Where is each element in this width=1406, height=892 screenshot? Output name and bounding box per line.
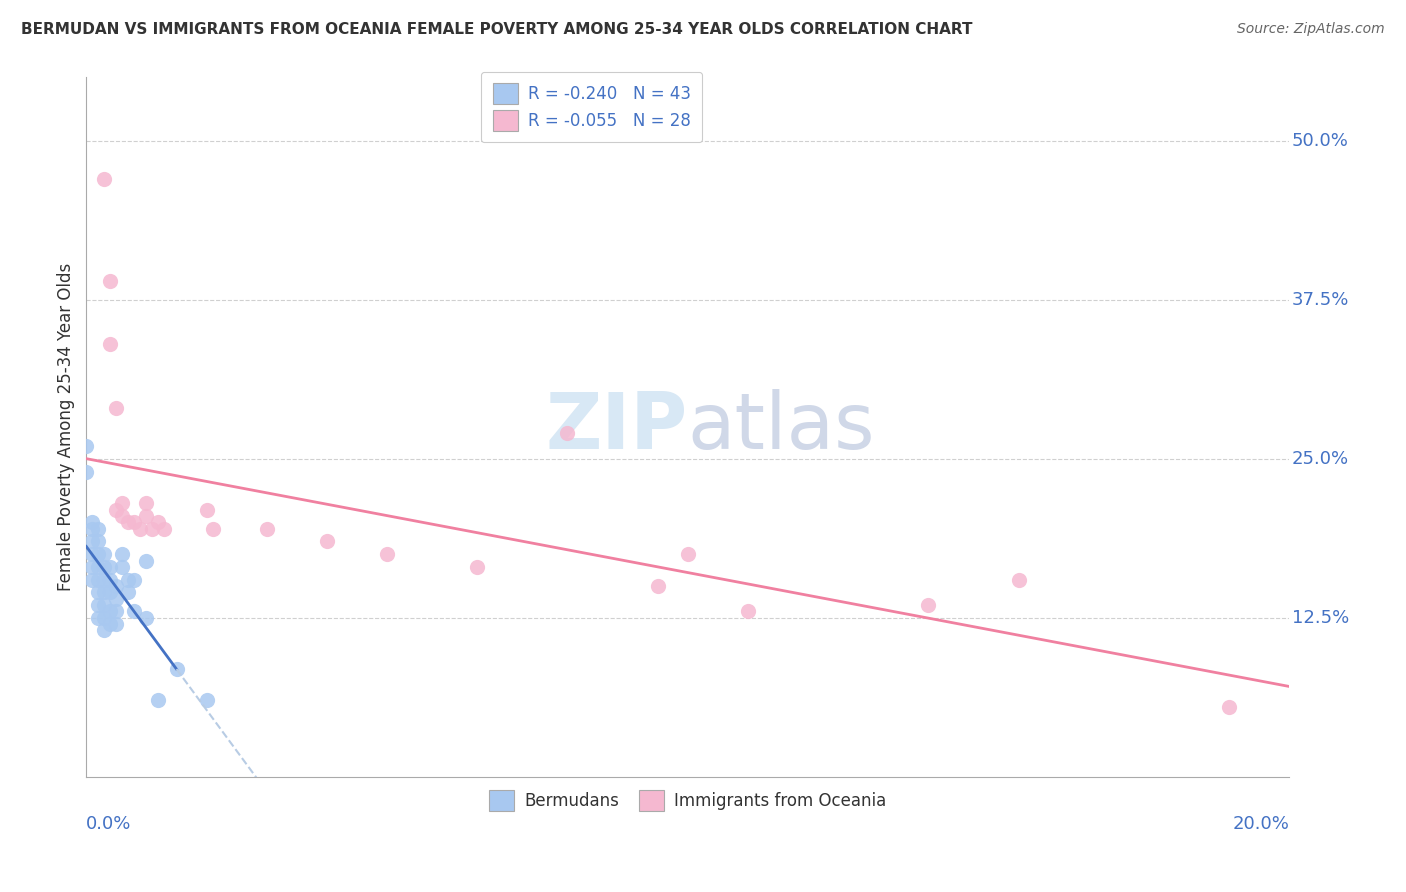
Text: 0.0%: 0.0% xyxy=(86,815,132,833)
Point xyxy=(93,573,115,587)
Point xyxy=(82,573,104,587)
Point xyxy=(375,547,398,561)
Text: 25.0%: 25.0% xyxy=(1292,450,1348,467)
Point xyxy=(87,611,110,625)
Point xyxy=(98,604,121,618)
Legend: Bermudans, Immigrants from Oceania: Bermudans, Immigrants from Oceania xyxy=(482,783,893,817)
Point xyxy=(98,274,121,288)
Point xyxy=(111,560,134,574)
Point xyxy=(82,547,104,561)
Point xyxy=(315,534,337,549)
Point xyxy=(111,547,134,561)
Point xyxy=(195,693,218,707)
Point xyxy=(87,534,110,549)
Point xyxy=(93,611,115,625)
Point xyxy=(148,693,170,707)
Point xyxy=(82,560,104,574)
Point xyxy=(117,516,139,530)
Point xyxy=(105,617,128,632)
Point xyxy=(195,502,218,516)
Text: atlas: atlas xyxy=(688,389,876,465)
Point xyxy=(201,522,224,536)
Point xyxy=(1007,573,1029,587)
Point xyxy=(82,522,104,536)
Text: ZIP: ZIP xyxy=(546,389,688,465)
Point xyxy=(105,591,128,606)
Point xyxy=(105,604,128,618)
Point xyxy=(647,579,669,593)
Point xyxy=(87,522,110,536)
Point xyxy=(111,508,134,523)
Point xyxy=(124,604,146,618)
Text: 20.0%: 20.0% xyxy=(1233,815,1289,833)
Point xyxy=(124,573,146,587)
Point xyxy=(93,624,115,638)
Point xyxy=(75,465,97,479)
Point xyxy=(105,401,128,415)
Point xyxy=(129,522,152,536)
Point xyxy=(1218,699,1240,714)
Point xyxy=(82,534,104,549)
Y-axis label: Female Poverty Among 25-34 Year Olds: Female Poverty Among 25-34 Year Olds xyxy=(58,263,75,591)
Point xyxy=(153,522,176,536)
Point xyxy=(98,337,121,351)
Point xyxy=(87,598,110,612)
Point xyxy=(166,662,188,676)
Text: 50.0%: 50.0% xyxy=(1292,132,1348,150)
Point xyxy=(557,426,579,441)
Text: 37.5%: 37.5% xyxy=(1292,291,1348,309)
Point xyxy=(75,439,97,453)
Point xyxy=(148,516,170,530)
Point xyxy=(117,573,139,587)
Point xyxy=(105,579,128,593)
Point xyxy=(98,617,121,632)
Point xyxy=(93,585,115,599)
Point xyxy=(98,573,121,587)
Text: BERMUDAN VS IMMIGRANTS FROM OCEANIA FEMALE POVERTY AMONG 25-34 YEAR OLDS CORRELA: BERMUDAN VS IMMIGRANTS FROM OCEANIA FEMA… xyxy=(21,22,973,37)
Text: 12.5%: 12.5% xyxy=(1292,608,1348,627)
Point xyxy=(87,585,110,599)
Text: Source: ZipAtlas.com: Source: ZipAtlas.com xyxy=(1237,22,1385,37)
Point xyxy=(465,560,488,574)
Point xyxy=(135,553,157,567)
Point xyxy=(87,573,110,587)
Point xyxy=(93,172,115,186)
Point xyxy=(737,604,759,618)
Point xyxy=(256,522,278,536)
Point xyxy=(141,522,163,536)
Point xyxy=(93,547,115,561)
Point xyxy=(124,516,146,530)
Point xyxy=(98,585,121,599)
Point xyxy=(111,496,134,510)
Point xyxy=(117,585,139,599)
Point xyxy=(82,516,104,530)
Point xyxy=(105,502,128,516)
Point xyxy=(135,496,157,510)
Point xyxy=(87,547,110,561)
Point xyxy=(676,547,699,561)
Point xyxy=(917,598,939,612)
Point xyxy=(87,560,110,574)
Point xyxy=(135,508,157,523)
Point xyxy=(98,560,121,574)
Point xyxy=(93,598,115,612)
Point xyxy=(135,611,157,625)
Point xyxy=(93,560,115,574)
